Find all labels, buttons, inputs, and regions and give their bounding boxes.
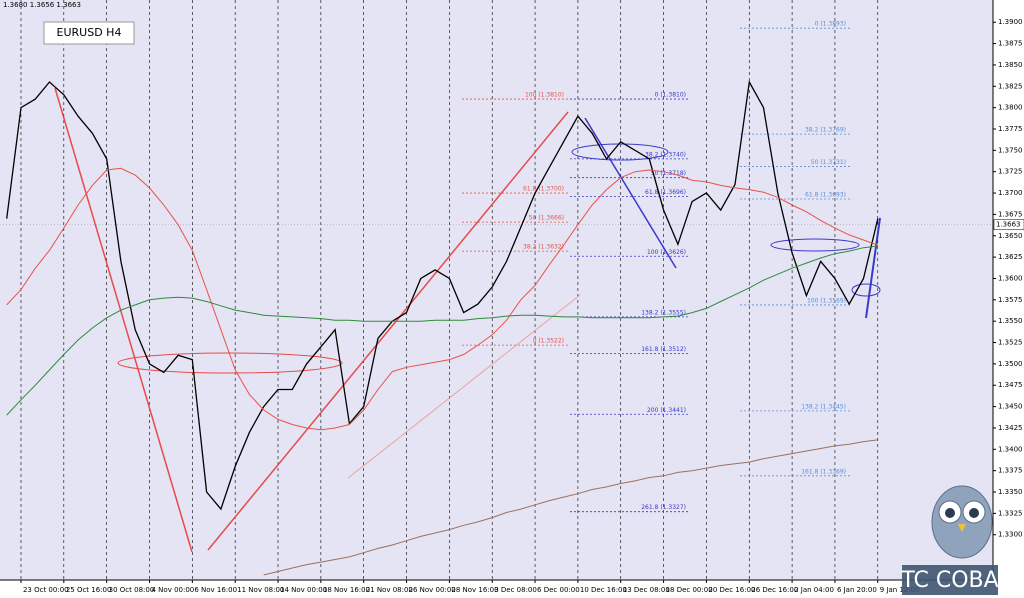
y-tick-label: 1.3850	[998, 61, 1023, 69]
y-tick-label: 1.3425	[998, 424, 1023, 432]
x-tick-label: 6 Dec 00:00	[537, 586, 580, 594]
y-tick-label: 1.3725	[998, 168, 1023, 176]
trend-arrow	[54, 87, 193, 553]
fib-label: 0 (1.3893)	[815, 21, 846, 28]
grid	[0, 0, 993, 580]
fib-label: 161.8 (1.3369)	[801, 468, 846, 475]
fib-label: 138.2 (1.3555)	[641, 309, 686, 316]
y-tick-label: 1.3550	[998, 317, 1023, 325]
x-tick-label: 6 Nov 16:00	[194, 586, 237, 594]
y-tick-label: 1.3600	[998, 274, 1023, 282]
y-tick-label: 1.3375	[998, 467, 1023, 475]
zone-ellipse	[770, 238, 860, 252]
trend-arrow	[865, 217, 881, 319]
zone-ellipse	[851, 283, 881, 297]
axis-labels: 1.3300 1.3325 1.3350 1.3375 1.3400 1.3425 1.34…	[20, 18, 1024, 594]
ohlc-info: 1.3680 1.3656 1.3663	[3, 1, 81, 9]
channel-line	[347, 294, 581, 479]
fib-label: 100 (1.3810)	[525, 92, 564, 99]
y-tick-label: 1.3750	[998, 146, 1023, 154]
last-price-label: 1.3663	[996, 221, 1021, 229]
x-tick-label: 13 Dec 08:00	[623, 586, 670, 594]
zone-ellipse	[117, 352, 343, 374]
fib-label: 38.2 (1.3632)	[523, 244, 564, 251]
y-tick-label: 1.3400	[998, 445, 1023, 453]
x-tick-label: 21 Nov 08:00	[366, 586, 413, 594]
fib-label: 61.8 (1.3693)	[805, 192, 846, 199]
moving-average	[6, 245, 878, 416]
y-tick-label: 1.3800	[998, 104, 1023, 112]
owl-pupil	[945, 508, 955, 518]
x-tick-label: 18 Nov 16:00	[323, 586, 370, 594]
y-tick-label: 1.3625	[998, 253, 1023, 261]
fib-label: 0 (1.3810)	[655, 92, 686, 99]
trend-drawings	[54, 87, 881, 553]
y-tick-label: 1.3675	[998, 210, 1023, 218]
trend-arrow	[207, 111, 569, 551]
fib-label: 50 (1.3731)	[811, 159, 846, 166]
x-tick-label: 9 Jan 12:00	[880, 586, 920, 594]
y-tick-label: 1.3575	[998, 296, 1023, 304]
fib-label: 38.2 (1.3769)	[805, 127, 846, 134]
y-tick-label: 1.3900	[998, 18, 1023, 26]
fib-label: 50 (1.3666)	[529, 215, 564, 222]
fib-label: 200 (1.3441)	[647, 407, 686, 414]
owl-body	[931, 485, 993, 559]
fib-label: 100 (1.3569)	[807, 297, 846, 304]
moving-average	[263, 439, 878, 576]
x-tick-label: 4 Nov 00:00	[152, 586, 195, 594]
x-tick-label: 3 Dec 08:00	[494, 586, 537, 594]
price-series	[6, 79, 879, 576]
x-tick-label: 30 Oct 08:00	[109, 586, 155, 594]
chart-title: EURUSD H4	[57, 26, 122, 39]
title-box	[43, 21, 135, 45]
watermark-bg	[902, 565, 998, 595]
plot-area	[0, 0, 993, 580]
x-tick-label: 11 Nov 08:00	[237, 586, 284, 594]
x-tick-label: 18 Dec 00:00	[666, 586, 713, 594]
fib-label: 161.8 (1.3512)	[641, 346, 686, 353]
x-tick-label: 23 Oct 00:00	[23, 586, 69, 594]
fib-label: 261.8 (1.3327)	[641, 504, 686, 511]
zone-ellipse	[571, 143, 669, 161]
x-tick-label: 26 Dec 16:00	[751, 586, 798, 594]
y-tick-label: 1.3300	[998, 531, 1023, 539]
y-tick-label: 1.3450	[998, 403, 1023, 411]
y-tick-label: 1.3825	[998, 82, 1023, 90]
y-tick-label: 1.3650	[998, 232, 1023, 240]
owl-pupil	[969, 508, 979, 518]
x-tick-label: 26 Nov 00:00	[409, 586, 456, 594]
x-tick-label: 2 Jan 04:00	[794, 586, 834, 594]
price-line	[6, 79, 879, 511]
x-tick-label: 20 Dec 16:00	[708, 586, 755, 594]
fib-label: 138.2 (1.3445)	[801, 403, 846, 410]
watermark-text: TC COBA	[900, 568, 998, 593]
y-tick-label: 1.3875	[998, 40, 1023, 48]
y-tick-label: 1.3475	[998, 381, 1023, 389]
x-tick-label: 25 Oct 16:00	[66, 586, 112, 594]
fib-label: 50 (1.3718)	[651, 170, 686, 177]
last-price-tag	[993, 219, 1024, 230]
watermark-logo: TC COBA	[900, 485, 999, 595]
owl-beak	[958, 524, 966, 532]
fib-label: 0 (1.3522)	[533, 338, 564, 345]
fib-label: 61.8 (1.3696)	[645, 189, 686, 196]
x-tick-label: 28 Nov 16:00	[451, 586, 498, 594]
trend-arrow	[584, 117, 677, 269]
y-tick-label: 1.3500	[998, 360, 1023, 368]
x-tick-label: 6 Jan 20:00	[837, 586, 877, 594]
y-tick-label: 1.3325	[998, 509, 1023, 517]
x-tick-label: 14 Nov 00:00	[280, 586, 327, 594]
x-tick-label: 10 Dec 16:00	[580, 586, 627, 594]
y-tick-label: 1.3775	[998, 125, 1023, 133]
y-tick-label: 1.3350	[998, 488, 1023, 496]
moving-average	[6, 167, 878, 431]
y-tick-label: 1.3525	[998, 339, 1023, 347]
fib-label: 61.8 (1.3700)	[523, 186, 564, 193]
y-tick-label: 1.3700	[998, 189, 1023, 197]
